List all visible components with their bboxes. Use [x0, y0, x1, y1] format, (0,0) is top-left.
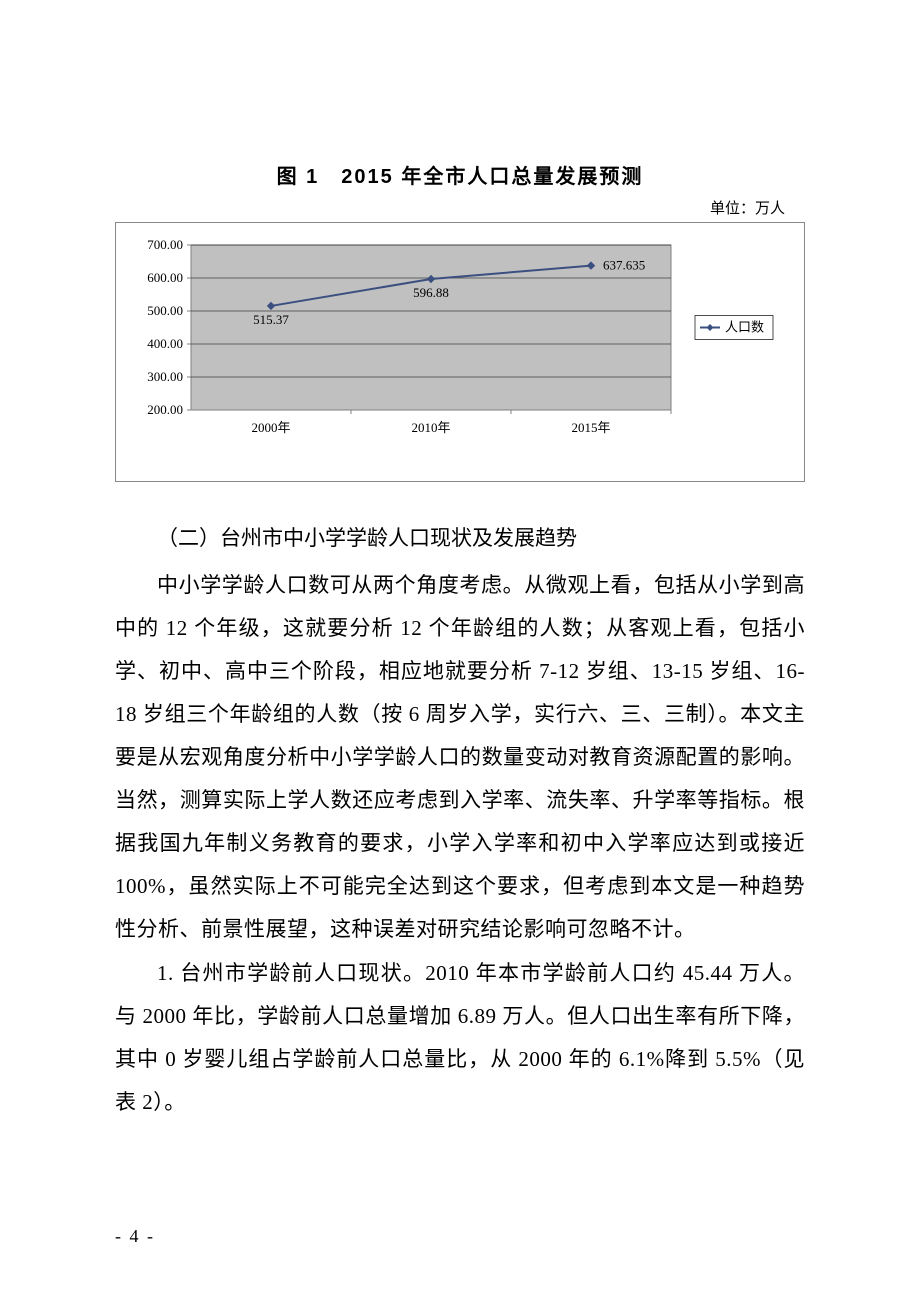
svg-text:300.00: 300.00 [147, 369, 183, 384]
svg-text:2010年: 2010年 [411, 420, 450, 435]
svg-text:500.00: 500.00 [147, 303, 183, 318]
svg-text:600.00: 600.00 [147, 270, 183, 285]
svg-text:515.37: 515.37 [253, 312, 289, 327]
population-chart: 200.00 300.00 400.00 500.00 600.00 700.00 2000… [115, 222, 805, 482]
svg-text:200.00: 200.00 [147, 402, 183, 417]
svg-text:人口数: 人口数 [725, 320, 764, 335]
body-paragraph-2: 1. 台州市学龄前人口现状。2010 年本市学龄前人口约 45.44 万人。与 … [115, 952, 805, 1124]
svg-text:596.88: 596.88 [413, 285, 449, 300]
figure-unit-label: 单位：万人 [115, 197, 805, 218]
body-paragraph-1: 中小学学龄人口数可从两个角度考虑。从微观上看，包括从小学到高中的 12 个年级，… [115, 564, 805, 951]
svg-text:637.635: 637.635 [603, 258, 645, 273]
page-number: - 4 - [115, 1226, 155, 1247]
section-heading: （二）台州市中小学学龄人口现状及发展趋势 [115, 516, 805, 560]
chart-svg: 200.00 300.00 400.00 500.00 600.00 700.00 2000… [116, 223, 806, 483]
svg-text:400.00: 400.00 [147, 336, 183, 351]
figure-title: 图 1 2015 年全市人口总量发展预测 [115, 160, 805, 189]
svg-text:2015年: 2015年 [571, 420, 610, 435]
svg-text:700.00: 700.00 [147, 237, 183, 252]
svg-text:2000年: 2000年 [251, 420, 290, 435]
